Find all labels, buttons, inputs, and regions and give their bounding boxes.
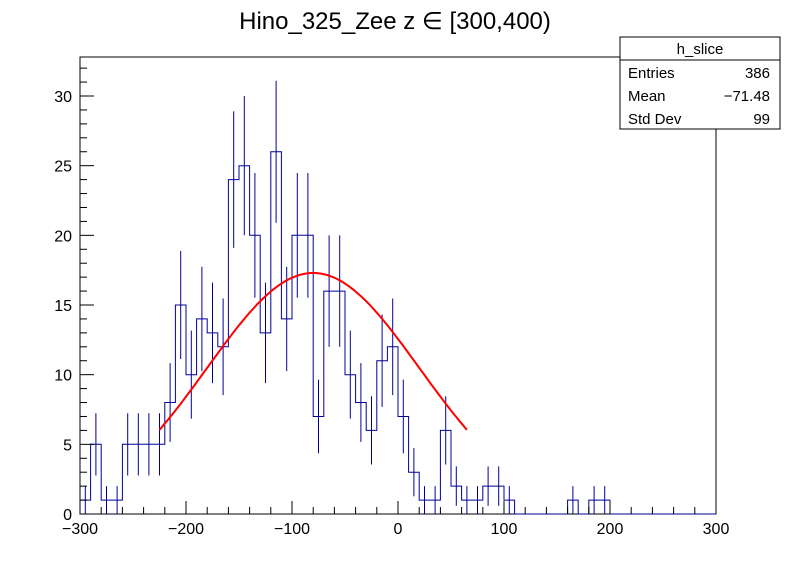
- x-tick-label: −200: [168, 521, 204, 538]
- histogram-line: [80, 151, 716, 515]
- stats-stddev-value: 99: [753, 111, 770, 128]
- x-tick-label: 0: [394, 521, 403, 538]
- x-tick-label: 100: [491, 521, 518, 538]
- y-tick-label: 30: [54, 89, 72, 106]
- y-tick-label: 15: [54, 298, 72, 315]
- x-tick-label: −300: [62, 521, 98, 538]
- x-tick-label: 200: [597, 521, 624, 538]
- y-tick-label: 20: [54, 228, 72, 245]
- stats-box: h_slice Entries 386 Mean −71.48 Std Dev …: [619, 36, 781, 130]
- chart-title: Hino_325_Zee z ∈ [300,400): [239, 8, 551, 35]
- x-tick-label: −100: [274, 521, 310, 538]
- y-tick-label: 25: [54, 159, 72, 176]
- y-axis: 0 5 10 15 20 25 30: [54, 67, 94, 524]
- stats-stddev-label: Std Dev: [628, 111, 682, 128]
- gaussian-fit-curve: [158, 272, 468, 431]
- stats-box-title: h_slice: [677, 41, 724, 58]
- y-tick-label: 0: [63, 507, 72, 524]
- stats-entries-value: 386: [745, 65, 770, 82]
- stats-mean-value: −71.48: [724, 88, 770, 105]
- stats-entries-label: Entries: [628, 65, 675, 82]
- stats-mean-label: Mean: [628, 88, 666, 105]
- y-tick-label: 10: [54, 368, 72, 385]
- y-tick-label: 5: [63, 437, 72, 454]
- stats-box-frame: [619, 36, 781, 130]
- x-tick-label: 300: [703, 521, 730, 538]
- plot-area: [79, 56, 717, 515]
- x-axis: −300 −200 −100 0 100 200 300: [62, 501, 729, 538]
